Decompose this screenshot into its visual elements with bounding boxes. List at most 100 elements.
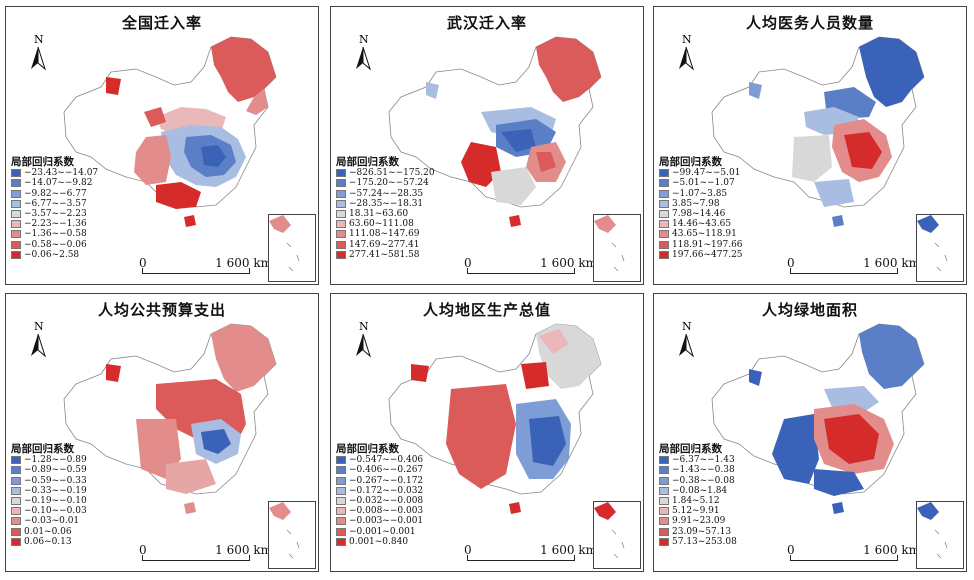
legend-swatch [336, 466, 346, 475]
legend-swatch [11, 486, 21, 495]
legend: 局部回归系数 −1.28~−0.89 −0.89~−0.59 −0.59~−0.33… [11, 444, 87, 547]
panel-title: 全国迁入率 [121, 14, 202, 32]
north-label: N [359, 33, 369, 46]
scale-zero-label: 0 [787, 543, 795, 557]
legend-item: −1.28~−0.89 [11, 455, 87, 465]
legend-swatch [336, 527, 346, 536]
legend-swatch [11, 466, 21, 475]
legend-item: 9.91~23.09 [659, 516, 737, 526]
south-china-sea-inset [268, 214, 316, 282]
scale-bar: 0 1 600 km [138, 256, 272, 279]
panel-title: 人均绿地面积 [761, 301, 858, 319]
legend-range-label: −1.07~3.85 [672, 188, 728, 199]
legend-swatch [659, 486, 669, 495]
map-panel-4: 人均公共预算支出 N 局部回归系数 −1.28~−0.89 −0.89~−0.59… [5, 293, 319, 572]
legend-item: −5.01~−1.07 [659, 178, 743, 188]
legend-item: 0.06~0.13 [11, 537, 87, 547]
legend-item: 5.12~9.91 [659, 506, 737, 516]
north-label: N [682, 320, 692, 333]
legend: 局部回归系数 −6.37~−1.43 −1.43~−0.38 −0.38~−0.08… [659, 444, 737, 547]
map-panel-3: 人均医务人员数量 N 局部回归系数 −99.47~−5.01 −5.01~−1.0… [653, 6, 967, 285]
legend: 局部回归系数 −0.547~−0.406 −0.406~−0.267 −0.267~… [336, 444, 423, 547]
china-map [711, 323, 925, 514]
legend-range-label: −0.08~1.84 [672, 485, 728, 496]
legend-item: 277.41~581.58 [336, 250, 435, 260]
legend-swatch [659, 537, 669, 546]
legend-swatch [336, 230, 346, 239]
legend-title: 局部回归系数 [659, 443, 722, 455]
legend-range-label: 1.84~5.12 [672, 495, 720, 506]
legend-range-label: −6.77~−3.57 [24, 198, 87, 209]
map-panel-1: 全国迁入率 N 局部回归系数 −23.43~−14.07 −14.07~−9.82… [5, 6, 319, 285]
scale-bar: 0 1 600 km [786, 543, 920, 566]
legend-swatch [11, 537, 21, 546]
legend-item: −0.547~−0.406 [336, 455, 423, 465]
legend-item: −0.032~−0.008 [336, 496, 423, 506]
legend-swatch [336, 169, 346, 178]
legend-swatch [659, 517, 669, 526]
legend-item: −0.06~2.58 [11, 250, 98, 260]
scale-distance-label: 1 600 km [540, 543, 597, 557]
legend-swatch [11, 220, 21, 229]
legend-item: −0.19~−0.10 [11, 496, 87, 506]
legend-range-label: 23.09~57.13 [672, 526, 732, 537]
legend-title: 局部回归系数 [659, 156, 722, 168]
legend-item: 197.66~477.25 [659, 250, 743, 260]
legend-item: −0.33~−0.19 [11, 486, 87, 496]
legend-swatch [659, 456, 669, 465]
legend-item: 7.98~14.46 [659, 209, 743, 219]
china-map [63, 36, 277, 227]
legend-swatch [659, 230, 669, 239]
legend-swatch [336, 456, 346, 465]
legend-swatch [659, 220, 669, 229]
legend-range-label: −0.267~−0.172 [349, 475, 424, 486]
legend-item: 43.65~118.91 [659, 229, 743, 239]
china-map [388, 323, 602, 514]
legend-range-label: −0.001~0.001 [349, 526, 416, 537]
legend-swatch [11, 240, 21, 249]
legend-range-label: −57.24~−28.35 [349, 188, 424, 199]
legend-swatch [659, 527, 669, 536]
legend-item: 147.69~277.41 [336, 240, 435, 250]
scale-distance-label: 1 600 km [540, 256, 597, 270]
legend-swatch [336, 210, 346, 219]
north-arrow-icon: N [31, 320, 47, 358]
scale-zero-label: 0 [464, 543, 472, 557]
legend-range-label: −0.032~−0.008 [349, 495, 424, 506]
legend-item: −0.59~−0.33 [11, 476, 87, 486]
legend-item: 0.001~0.840 [336, 537, 423, 547]
south-china-sea-inset [593, 501, 641, 569]
legend-item: −0.003~−0.001 [336, 516, 423, 526]
legend-item: −99.47~−5.01 [659, 168, 743, 178]
china-map [711, 36, 925, 227]
legend-item: −0.406~−0.267 [336, 465, 423, 475]
legend-swatch [659, 476, 669, 485]
legend-range-label: −0.59~−0.33 [24, 475, 87, 486]
legend-swatch [11, 189, 21, 198]
scale-zero-label: 0 [464, 256, 472, 270]
legend-swatch [11, 456, 21, 465]
legend-item: −175.20~−57.24 [336, 178, 435, 188]
legend-range-label: −0.406~−0.267 [349, 465, 424, 476]
legend-range-label: 111.08~147.69 [349, 229, 420, 240]
legend-range-label: −23.43~−14.07 [24, 168, 99, 179]
legend-swatch [336, 507, 346, 516]
legend-item: −2.23~−1.36 [11, 219, 98, 229]
legend-item: 18.31~63.60 [336, 209, 435, 219]
legend-item: 57.13~253.08 [659, 537, 737, 547]
legend-swatch [336, 517, 346, 526]
legend-title: 局部回归系数 [336, 443, 399, 455]
north-arrow-icon: N [356, 33, 372, 71]
north-arrow-icon: N [31, 33, 47, 71]
legend: 局部回归系数 −99.47~−5.01 −5.01~−1.07 −1.07~3.85… [659, 157, 743, 260]
legend-range-label: 9.91~23.09 [672, 516, 726, 527]
legend-title: 局部回归系数 [11, 443, 74, 455]
map-panel-2: 武汉迁入率 N 局部回归系数 −826.51~−175.20 −175.20~−5… [330, 6, 644, 285]
legend-range-label: 3.85~7.98 [672, 198, 720, 209]
legend-item: −28.35~−18.31 [336, 199, 435, 209]
legend-range-label: −0.10~−0.03 [24, 506, 87, 517]
legend-item: −6.77~−3.57 [11, 199, 98, 209]
legend-range-label: −0.19~−0.10 [24, 495, 87, 506]
scale-bar: 0 1 600 km [463, 256, 597, 279]
scale-bar: 0 1 600 km [786, 256, 920, 279]
